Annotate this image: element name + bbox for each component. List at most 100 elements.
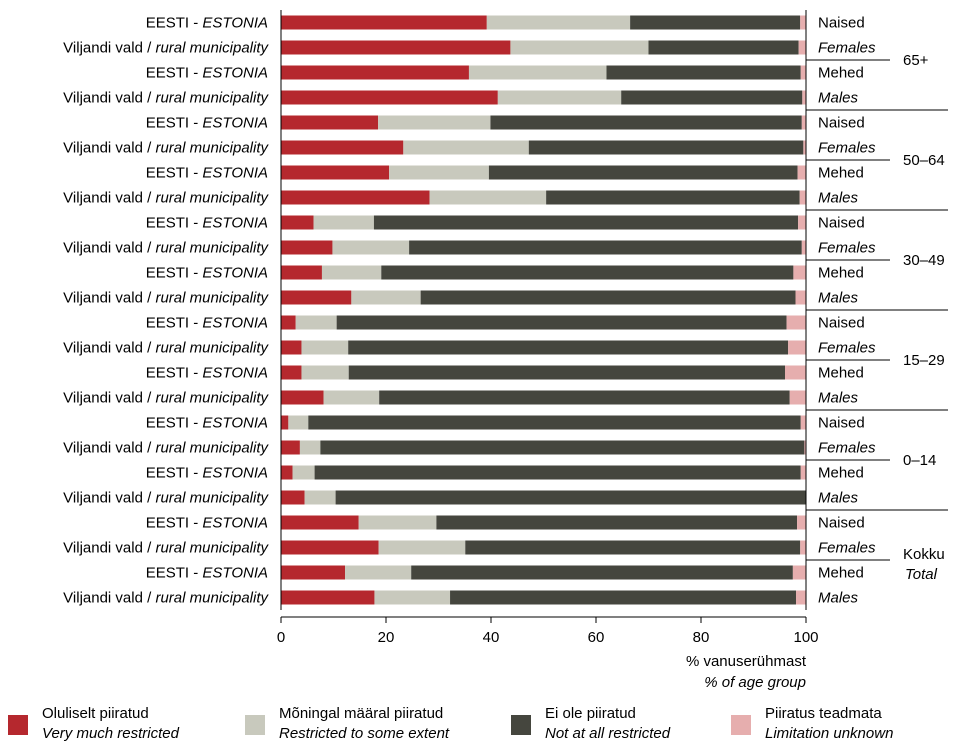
sex-label: Mehed xyxy=(818,565,864,582)
bar-segment xyxy=(321,265,382,280)
group-label-en: Total xyxy=(905,566,938,583)
legend: Oluliselt piiratud Very much restricted … xyxy=(0,704,957,747)
bar-segment xyxy=(800,415,806,430)
bar-segment xyxy=(358,515,437,530)
sex-label: Naised xyxy=(818,515,865,532)
bar-segment xyxy=(490,115,802,130)
group-label: 65+ xyxy=(903,52,929,69)
bar-segment xyxy=(796,590,806,605)
row-label: Viljandi vald / rural municipality xyxy=(63,540,269,557)
bar-segment xyxy=(800,65,806,80)
right-annotations-layer: Naised Females Mehed Males 65+ Naised Females M… xyxy=(806,15,948,607)
legend-swatch xyxy=(731,715,751,735)
bar-segment xyxy=(795,290,806,305)
legend-label-en: Restricted to some extent xyxy=(279,725,450,742)
row-label: Viljandi vald / rural municipality xyxy=(63,140,269,157)
x-tick-label: 60 xyxy=(588,629,605,646)
sex-label-en: Males xyxy=(818,490,859,507)
bar-segment xyxy=(804,440,806,455)
bar-segment xyxy=(797,165,806,180)
bar-segment xyxy=(630,15,801,30)
row-label: EESTI - ESTONIA xyxy=(146,265,268,282)
sex-label-en: Males xyxy=(818,290,859,307)
bar-segment xyxy=(803,140,806,155)
bar-segment xyxy=(488,165,798,180)
legend-label-en: Limitation unknown xyxy=(765,725,894,742)
row-label: EESTI - ESTONIA xyxy=(146,515,268,532)
legend-label-en: Not at all restricted xyxy=(545,725,671,742)
row-label: EESTI - ESTONIA xyxy=(146,415,268,432)
sex-label-en: Males xyxy=(818,190,859,207)
bar-segment xyxy=(299,440,321,455)
bar-segment xyxy=(281,490,305,505)
row-label: Viljandi vald / rural municipality xyxy=(63,240,269,257)
bar-segment xyxy=(348,365,785,380)
x-axis-title: % vanuserühmast xyxy=(686,653,807,670)
bar-segment xyxy=(308,415,801,430)
row-labels-layer: EESTI - ESTONIA Viljandi vald / rural mun… xyxy=(63,15,269,607)
row-label: Viljandi vald / rural municipality xyxy=(63,340,269,357)
row-label: EESTI - ESTONIA xyxy=(146,565,268,582)
bar-segment xyxy=(281,465,293,480)
row-label: EESTI - ESTONIA xyxy=(146,115,268,132)
bar-segment xyxy=(281,115,379,130)
bar-segment xyxy=(351,290,421,305)
bar-segment xyxy=(381,265,794,280)
bar-segment xyxy=(420,290,796,305)
bar-segment xyxy=(288,415,309,430)
sex-label-en: Females xyxy=(818,440,876,457)
sex-label-en: Females xyxy=(818,540,876,557)
x-tick-label: 0 xyxy=(277,629,285,646)
group-label: 50–64 xyxy=(903,152,945,169)
bar-segment xyxy=(797,515,806,530)
row-label: Viljandi vald / rural municipality xyxy=(63,290,269,307)
legend-label: Piiratus teadmata xyxy=(765,705,882,722)
sex-label-en: Males xyxy=(818,590,859,607)
legend-label: Ei ole piiratud xyxy=(545,705,636,722)
bar-segment xyxy=(497,90,622,105)
bar-segment xyxy=(800,540,806,555)
bar-segment xyxy=(785,365,806,380)
bar-segment xyxy=(336,315,787,330)
sex-label: Naised xyxy=(818,15,865,32)
bar-segment xyxy=(304,490,336,505)
bar-segment xyxy=(465,540,801,555)
bar-segment xyxy=(606,65,801,80)
x-tick-label: 80 xyxy=(693,629,710,646)
row-label: EESTI - ESTONIA xyxy=(146,215,268,232)
sex-label-en: Females xyxy=(818,140,876,157)
group-label: Kokku xyxy=(903,546,945,563)
bar-segment xyxy=(409,240,802,255)
sex-label-en: Females xyxy=(818,40,876,57)
bar-segment xyxy=(281,540,379,555)
bar-segment xyxy=(373,215,799,230)
bar-segment xyxy=(281,390,324,405)
row-label: EESTI - ESTONIA xyxy=(146,365,268,382)
bar-segment xyxy=(281,65,469,80)
bar-segment xyxy=(348,340,789,355)
bar-segment xyxy=(314,465,801,480)
legend-swatch xyxy=(245,715,265,735)
group-label: 30–49 xyxy=(903,252,945,269)
sex-label: Mehed xyxy=(818,465,864,482)
bar-segment xyxy=(546,190,800,205)
bar-segment xyxy=(793,265,806,280)
row-label: EESTI - ESTONIA xyxy=(146,15,268,32)
bar-segment xyxy=(281,415,289,430)
x-axis-title-en: % of age group xyxy=(704,674,806,691)
group-label: 0–14 xyxy=(903,452,936,469)
bar-segment xyxy=(292,465,315,480)
row-label: EESTI - ESTONIA xyxy=(146,465,268,482)
stacked-bar-chart: EESTI - ESTONIA Viljandi vald / rural mun… xyxy=(63,10,948,691)
bar-segment xyxy=(323,390,380,405)
bar-segment xyxy=(281,265,322,280)
row-label: Viljandi vald / rural municipality xyxy=(63,390,269,407)
row-label: Viljandi vald / rural municipality xyxy=(63,90,269,107)
sex-label: Mehed xyxy=(818,365,864,382)
bar-segment xyxy=(281,190,430,205)
sex-label: Mehed xyxy=(818,265,864,282)
group-label: 15–29 xyxy=(903,352,945,369)
bar-segment xyxy=(281,90,498,105)
row-label: Viljandi vald / rural municipality xyxy=(63,40,269,57)
bar-segment xyxy=(313,215,374,230)
